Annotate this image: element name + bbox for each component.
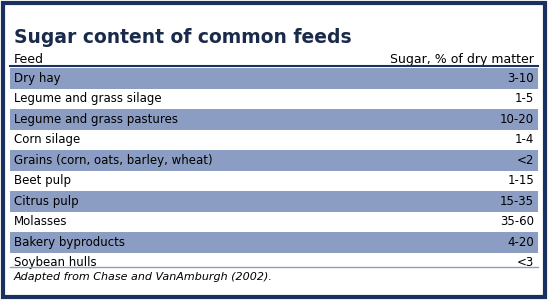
Text: 1-5: 1-5 bbox=[515, 92, 534, 105]
Text: Sugar content of common feeds: Sugar content of common feeds bbox=[14, 28, 352, 47]
Text: Feed: Feed bbox=[14, 53, 44, 66]
Text: Citrus pulp: Citrus pulp bbox=[14, 195, 78, 208]
Text: Legume and grass silage: Legume and grass silage bbox=[14, 92, 162, 105]
Text: Legume and grass pastures: Legume and grass pastures bbox=[14, 113, 178, 126]
Text: Dry hay: Dry hay bbox=[14, 72, 61, 85]
Text: Adapted from Chase and VanAmburgh (2002).: Adapted from Chase and VanAmburgh (2002)… bbox=[14, 272, 273, 282]
Bar bbox=[10, 191, 538, 211]
Text: Soybean hulls: Soybean hulls bbox=[14, 256, 96, 269]
Text: 15-35: 15-35 bbox=[500, 195, 534, 208]
Text: <2: <2 bbox=[517, 154, 534, 167]
Bar bbox=[10, 109, 538, 130]
Text: 10-20: 10-20 bbox=[500, 113, 534, 126]
Text: Corn silage: Corn silage bbox=[14, 133, 80, 146]
Bar bbox=[10, 232, 538, 253]
Text: Sugar, % of dry matter: Sugar, % of dry matter bbox=[390, 53, 534, 66]
Text: 35-60: 35-60 bbox=[500, 215, 534, 228]
Bar bbox=[10, 150, 538, 170]
Text: 4-20: 4-20 bbox=[507, 236, 534, 249]
Text: Molasses: Molasses bbox=[14, 215, 67, 228]
Bar bbox=[10, 68, 538, 88]
Text: Bakery byproducts: Bakery byproducts bbox=[14, 236, 125, 249]
Text: 3-10: 3-10 bbox=[507, 72, 534, 85]
Text: Grains (corn, oats, barley, wheat): Grains (corn, oats, barley, wheat) bbox=[14, 154, 213, 167]
Text: Beet pulp: Beet pulp bbox=[14, 174, 71, 187]
Text: 1-15: 1-15 bbox=[507, 174, 534, 187]
Text: 1-4: 1-4 bbox=[515, 133, 534, 146]
Text: <3: <3 bbox=[517, 256, 534, 269]
